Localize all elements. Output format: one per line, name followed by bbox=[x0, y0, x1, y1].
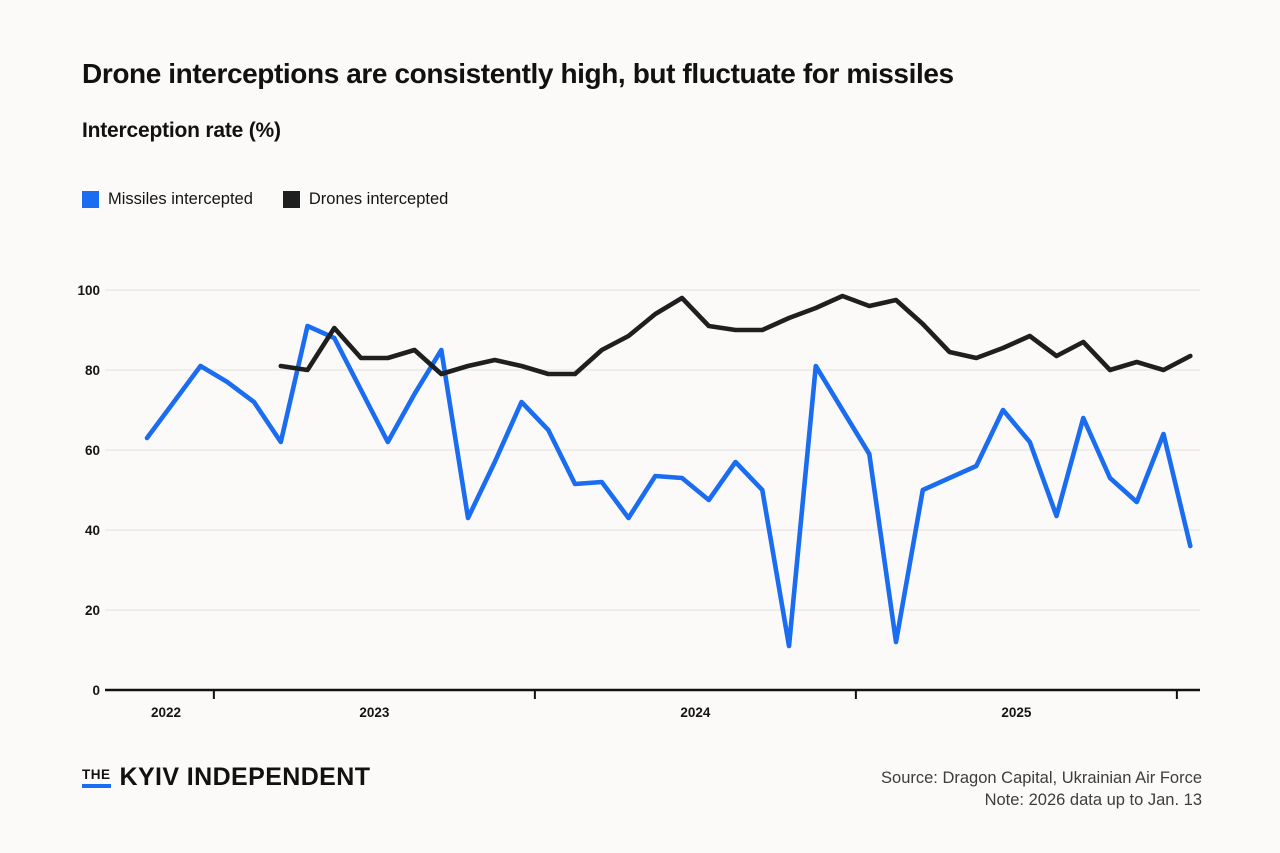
svg-text:2023: 2023 bbox=[359, 705, 390, 720]
chart-title: Drone interceptions are consistently hig… bbox=[82, 58, 954, 89]
legend-item-missiles: Missiles intercepted bbox=[82, 190, 253, 209]
legend-item-drones: Drones intercepted bbox=[282, 190, 449, 209]
svg-text:100: 100 bbox=[77, 283, 100, 298]
svg-text:60: 60 bbox=[85, 443, 100, 458]
kyiv-independent-logo: THE KYIV INDEPENDENT bbox=[82, 763, 370, 792]
source-note-block: Source: Dragon Capital, Ukrainian Air Fo… bbox=[881, 768, 1202, 811]
note-line: Note: 2026 data up to Jan. 13 bbox=[984, 790, 1202, 809]
svg-text:0: 0 bbox=[92, 683, 100, 698]
drones-legend-swatch bbox=[282, 191, 300, 208]
logo-name: KYIV INDEPENDENT bbox=[119, 763, 371, 791]
drones-legend-label: Drones intercepted bbox=[308, 190, 449, 208]
source-line: Source: Dragon Capital, Ukrainian Air Fo… bbox=[881, 769, 1202, 787]
svg-text:40: 40 bbox=[85, 523, 100, 538]
missiles-legend-label: Missiles intercepted bbox=[108, 190, 253, 208]
svg-text:2022: 2022 bbox=[151, 705, 181, 720]
svg-text:20: 20 bbox=[85, 603, 100, 618]
chart-legend: Missiles intercepted Drones intercepted bbox=[82, 190, 448, 209]
svg-text:80: 80 bbox=[85, 363, 100, 378]
svg-text:2024: 2024 bbox=[680, 705, 711, 720]
chart-subtitle: Interception rate (%) bbox=[82, 119, 281, 142]
line-chart-svg: 0 20 40 60 80 100 2022 2023 2024 2025 bbox=[77, 283, 1200, 720]
missiles-legend-swatch bbox=[82, 191, 99, 208]
logo-blue-underline bbox=[82, 784, 111, 788]
svg-text:2025: 2025 bbox=[1001, 705, 1032, 720]
logo-the-text: THE bbox=[82, 767, 111, 782]
interception-rate-chart: 0 20 40 60 80 100 2022 2023 2024 2025 bbox=[0, 260, 1280, 740]
logo-the: THE bbox=[82, 767, 111, 788]
